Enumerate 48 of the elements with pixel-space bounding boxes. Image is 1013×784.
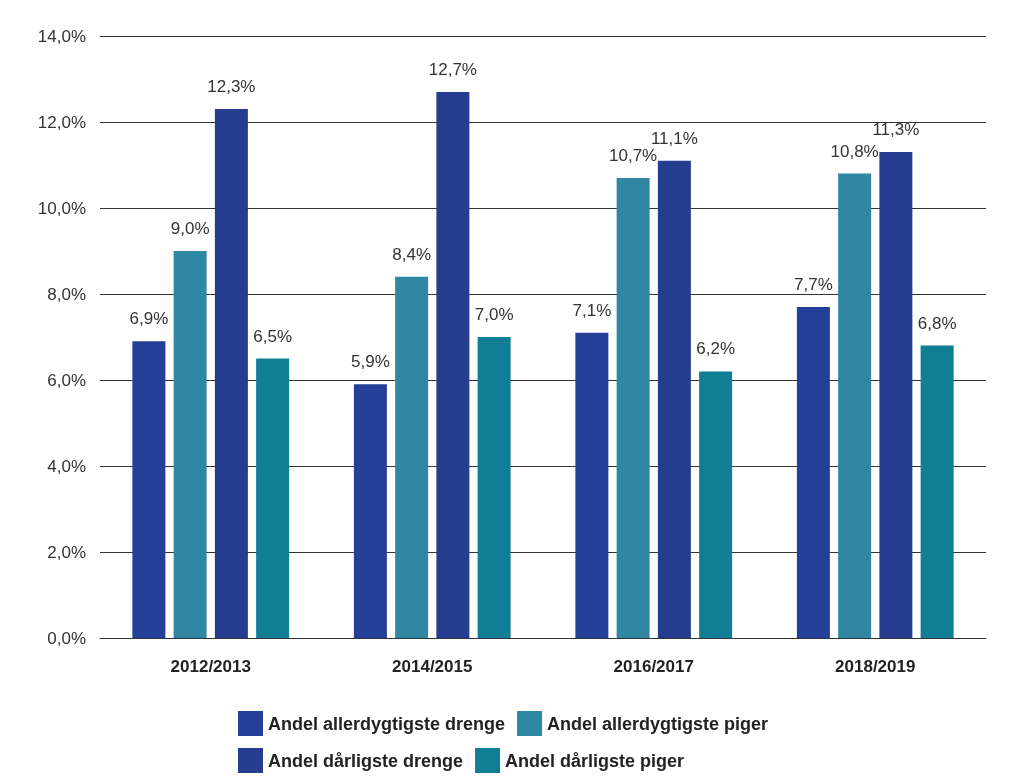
y-tick-label: 10,0% — [37, 198, 86, 218]
data-label: 5,9% — [351, 352, 390, 372]
bar — [920, 345, 954, 638]
data-label: 10,8% — [830, 141, 879, 161]
bar — [616, 177, 650, 638]
bar — [657, 160, 691, 638]
data-label: 7,0% — [474, 305, 514, 324]
bar — [256, 358, 290, 638]
bar — [796, 306, 830, 638]
y-tick-label: 12,0% — [37, 112, 86, 132]
bar — [132, 341, 166, 638]
y-tick-label: 6,0% — [47, 370, 86, 390]
y-tick-label: 4,0% — [47, 456, 86, 476]
bar — [699, 371, 733, 638]
y-tick-label: 2,0% — [47, 542, 86, 562]
data-label: 6,8% — [917, 313, 957, 333]
bar — [838, 173, 872, 638]
legend-label: Andel dårligste drenge — [268, 750, 464, 771]
data-label: 10,7% — [609, 145, 658, 165]
data-label: 9,0% — [170, 219, 210, 238]
bar — [395, 276, 429, 638]
data-label: 7,1% — [572, 300, 612, 320]
bar — [214, 109, 248, 638]
bar — [575, 332, 609, 638]
x-tick-label: 2016/2017 — [613, 657, 694, 676]
bar — [353, 384, 387, 638]
x-tick-label: 2018/2019 — [835, 657, 916, 676]
x-tick-label: 2014/2015 — [392, 657, 473, 676]
data-label: 6,2% — [696, 339, 735, 359]
data-label: 11,1% — [650, 128, 698, 148]
bar — [436, 91, 470, 638]
y-tick-label: 14,0% — [37, 26, 86, 46]
x-tick-label: 2012/2013 — [170, 657, 251, 676]
legend-label: Andel dårligste piger — [505, 750, 685, 771]
data-label: 12,7% — [428, 59, 477, 79]
data-label: 11,3% — [872, 120, 920, 140]
data-label: 8,4% — [392, 244, 431, 264]
bar — [477, 337, 511, 638]
legend-label: Andel allerdygtigste piger — [547, 713, 769, 734]
y-tick-label: 8,0% — [47, 284, 86, 304]
bar — [879, 152, 913, 638]
data-label: 7,7% — [794, 274, 833, 294]
data-label: 12,3% — [207, 77, 256, 97]
legend-label: Andel allerdygtigste drenge — [268, 713, 506, 734]
data-label: 6,9% — [129, 309, 169, 329]
data-label: 6,5% — [253, 326, 292, 346]
bar — [173, 251, 207, 638]
y-tick-label: 0,0% — [47, 628, 86, 648]
